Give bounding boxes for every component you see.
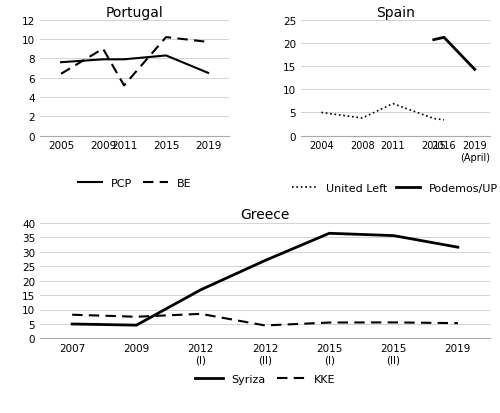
BE bbox=[100, 47, 106, 52]
Line: Syriza: Syriza bbox=[72, 234, 458, 325]
United Left bbox=[318, 111, 324, 116]
KKE bbox=[390, 320, 396, 325]
Legend: Syriza, KKE: Syriza, KKE bbox=[190, 370, 340, 389]
BE bbox=[121, 84, 127, 89]
United Left bbox=[359, 116, 365, 121]
Syriza bbox=[455, 245, 461, 250]
United Left bbox=[431, 117, 437, 122]
BE bbox=[58, 72, 64, 77]
Syriza bbox=[326, 231, 332, 236]
Syriza bbox=[134, 323, 140, 328]
KKE bbox=[134, 315, 140, 320]
United Left bbox=[441, 118, 447, 123]
Syriza bbox=[198, 287, 203, 292]
Syriza bbox=[262, 259, 268, 263]
KKE bbox=[455, 321, 461, 326]
BE bbox=[163, 36, 169, 40]
Title: Greece: Greece bbox=[240, 208, 290, 222]
KKE bbox=[262, 323, 268, 328]
Line: KKE: KKE bbox=[72, 314, 458, 326]
Line: United Left: United Left bbox=[322, 104, 444, 121]
Podemos/UP bbox=[441, 36, 447, 41]
Line: Podemos/UP: Podemos/UP bbox=[434, 38, 474, 70]
Podemos/UP bbox=[472, 68, 478, 73]
KKE bbox=[69, 313, 75, 318]
PCP bbox=[58, 61, 64, 66]
PCP bbox=[163, 54, 169, 59]
BE bbox=[205, 40, 211, 45]
KKE bbox=[198, 312, 203, 317]
United Left bbox=[390, 102, 396, 107]
Line: BE: BE bbox=[61, 38, 208, 86]
PCP bbox=[121, 58, 127, 63]
Podemos/UP bbox=[431, 38, 437, 43]
Line: PCP: PCP bbox=[61, 56, 208, 74]
Legend: United Left, Podemos/UP: United Left, Podemos/UP bbox=[288, 179, 500, 198]
Title: Spain: Spain bbox=[376, 5, 415, 19]
PCP bbox=[205, 71, 211, 76]
Title: Portugal: Portugal bbox=[106, 5, 164, 19]
PCP bbox=[100, 58, 106, 63]
Syriza bbox=[69, 322, 75, 327]
Syriza bbox=[390, 234, 396, 239]
KKE bbox=[326, 320, 332, 325]
Legend: PCP, BE: PCP, BE bbox=[74, 174, 196, 193]
